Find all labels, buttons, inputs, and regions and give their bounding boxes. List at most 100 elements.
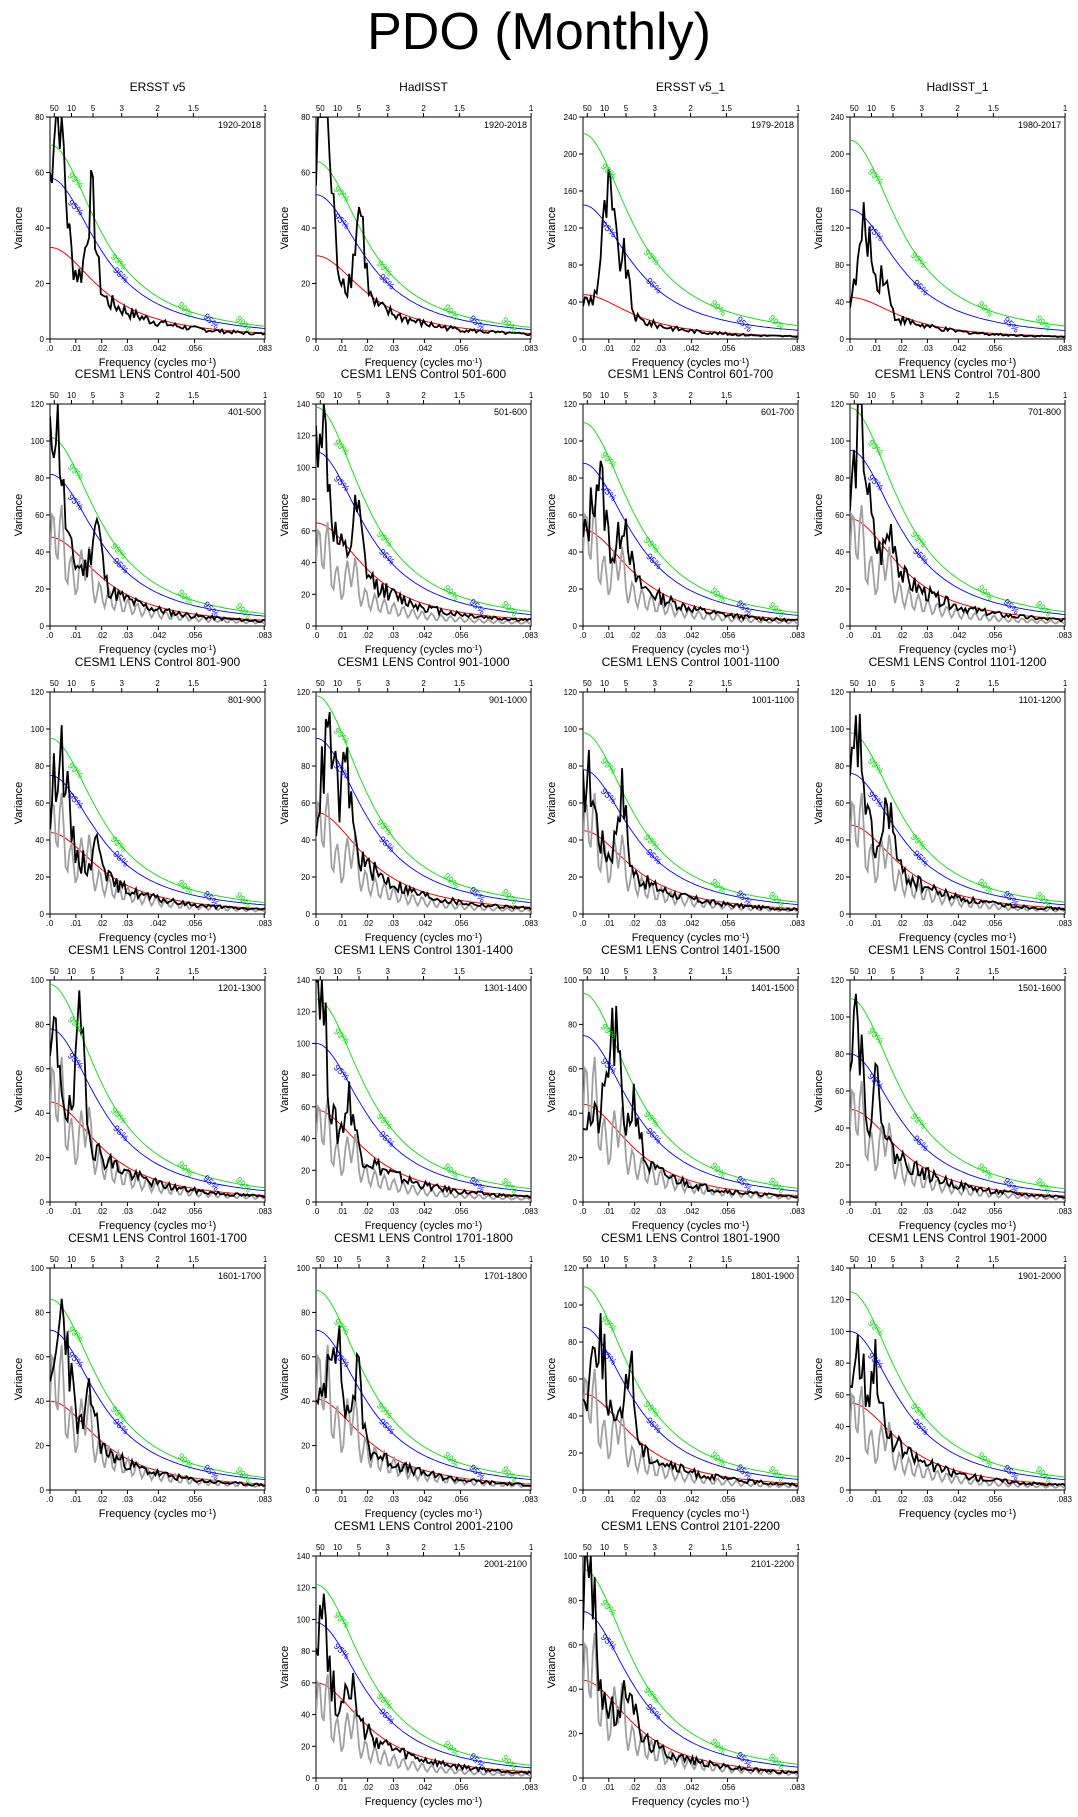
period-tick-label: 2 <box>955 967 960 976</box>
reference-spectrum <box>583 504 798 625</box>
y-tick-label: 100 <box>831 1013 845 1022</box>
x-tick-label: .02 <box>629 631 641 640</box>
period-tick-label: 2 <box>421 1255 426 1264</box>
panel-title: HadISST_1 <box>926 80 988 94</box>
sig95-line <box>850 772 1065 906</box>
period-tick-label: 2 <box>421 391 426 400</box>
y-axis-label: Variance <box>813 207 825 250</box>
x-tick-label: .042 <box>417 631 433 640</box>
period-tick-label: 2 <box>955 1255 960 1264</box>
period-tick-label: 50 <box>50 104 59 113</box>
period-tick-label: 10 <box>867 104 876 113</box>
period-tick-label: 10 <box>333 1543 342 1552</box>
plot-area: 99%99%99%99%95%95%95% <box>316 980 531 1201</box>
y-tick-label: 40 <box>568 298 577 307</box>
panel-title: CESM1 LENS Control 1201-1300 <box>68 943 247 957</box>
sig95-label: 95% <box>377 834 397 854</box>
x-tick-label: .042 <box>151 919 167 928</box>
period-tick-label: 2 <box>688 104 693 113</box>
x-tick-label: .02 <box>96 344 108 353</box>
y-axis-label: Variance <box>13 1358 25 1401</box>
y-tick-label: 20 <box>835 1454 844 1463</box>
x-tick-label: .056 <box>720 919 736 928</box>
sig99-label: 99% <box>1034 599 1054 619</box>
x-tick-label: .03 <box>122 1207 134 1216</box>
x-tick-label: .02 <box>896 1207 908 1216</box>
x-axis-label-text: Frequency (cycles mo <box>365 357 473 369</box>
y-tick-label: 0 <box>40 1198 45 1207</box>
period-label: 901-1000 <box>489 695 527 705</box>
sig99-label: 99% <box>599 161 619 181</box>
period-tick-label: 10 <box>67 679 76 688</box>
x-tick-label: .056 <box>720 1783 736 1792</box>
sig95-label: 95% <box>377 1417 397 1437</box>
period-tick-label: 2 <box>421 104 426 113</box>
x-tick-label: .042 <box>151 1207 167 1216</box>
y-tick-label: 40 <box>35 836 44 845</box>
x-tick-label: .042 <box>417 1207 433 1216</box>
y-tick-label: 160 <box>564 187 578 196</box>
x-tick-label: .01 <box>603 1495 615 1504</box>
x-tick-label: .0 <box>313 1207 320 1216</box>
plot-area: 99%99%99%99%95%95%95% <box>850 1291 1065 1489</box>
sig99-label: 99% <box>767 1176 787 1196</box>
x-tick-label: .02 <box>896 631 908 640</box>
y-tick-label: 80 <box>301 1071 310 1080</box>
y-tick-label: 20 <box>35 585 44 594</box>
y-tick-label: 100 <box>564 1552 578 1561</box>
x-tick-label: .03 <box>655 344 667 353</box>
period-tick-label: 10 <box>333 967 342 976</box>
y-tick-label: 20 <box>35 1442 44 1451</box>
x-axis-label-close: ) <box>1013 644 1017 656</box>
panel-20: CESM1 LENS Control 1901-2000 1901-2000 0 20… <box>813 1231 1073 1520</box>
period-tick-label: 5 <box>91 1255 96 1264</box>
sig95-line <box>583 462 798 616</box>
panel-title: CESM1 LENS Control 1401-1500 <box>601 943 780 957</box>
y-tick-label: 80 <box>568 1338 577 1347</box>
y-tick-label: 40 <box>301 1711 310 1720</box>
y-tick-label: 40 <box>35 1397 44 1406</box>
plot-area: 99%99%99%99%95%95%95% <box>316 404 531 625</box>
period-tick-label: 1.5 <box>188 391 200 400</box>
sig99-line <box>850 998 1065 1190</box>
sig99-label: 99% <box>767 313 787 333</box>
panel-title: CESM1 LENS Control 1101-1200 <box>869 655 1047 669</box>
x-tick-label: .083 <box>789 1495 805 1504</box>
y-tick-label: 80 <box>35 1020 44 1029</box>
x-tick-label: .042 <box>684 919 700 928</box>
y-tick-label: 60 <box>568 1641 577 1650</box>
period-tick-label: 1.5 <box>721 1255 733 1264</box>
panel-title: CESM1 LENS Control 2001-2100 <box>334 1519 513 1533</box>
y-tick-label: 100 <box>297 1615 311 1624</box>
y-tick-label: 120 <box>31 688 45 697</box>
sig99-label: 99% <box>866 1318 886 1338</box>
y-tick-label: 20 <box>568 1449 577 1458</box>
y-tick-label: 40 <box>301 1135 310 1144</box>
sig95-line <box>850 209 1065 332</box>
sig95-label: 95% <box>111 1417 131 1437</box>
panel-title: CESM1 LENS Control 1901-2000 <box>868 1231 1047 1245</box>
period-tick-label: 50 <box>583 104 592 113</box>
red-noise-line <box>50 246 265 334</box>
sig99-label: 99% <box>709 1449 729 1469</box>
sig99-label: 99% <box>66 170 86 190</box>
y-tick-label: 0 <box>40 335 45 344</box>
y-tick-label: 80 <box>35 1308 44 1317</box>
x-tick-label: .042 <box>951 1495 967 1504</box>
sig95-label: 95% <box>599 786 619 806</box>
y-tick-label: 60 <box>301 169 310 178</box>
reference-spectrum <box>583 1632 798 1777</box>
sig99-label: 99% <box>599 1598 619 1618</box>
sig95-label: 95% <box>1001 315 1021 335</box>
sig99-label: 99% <box>709 877 729 897</box>
x-axis-label-close: ) <box>213 644 217 656</box>
sig99-label: 99% <box>866 167 886 187</box>
x-axis-label-text: Frequency (cycles mo <box>632 1508 740 1520</box>
sig95-label: 95% <box>866 1351 886 1371</box>
sig99-label: 99% <box>234 1175 254 1195</box>
plot-frame <box>315 1555 532 1779</box>
x-axis-label-sup: -1 <box>206 1221 212 1228</box>
x-axis-label-text: Frequency (cycles mo <box>99 1220 207 1232</box>
red-noise-line <box>316 1682 531 1773</box>
y-tick-label: 40 <box>35 1109 44 1118</box>
